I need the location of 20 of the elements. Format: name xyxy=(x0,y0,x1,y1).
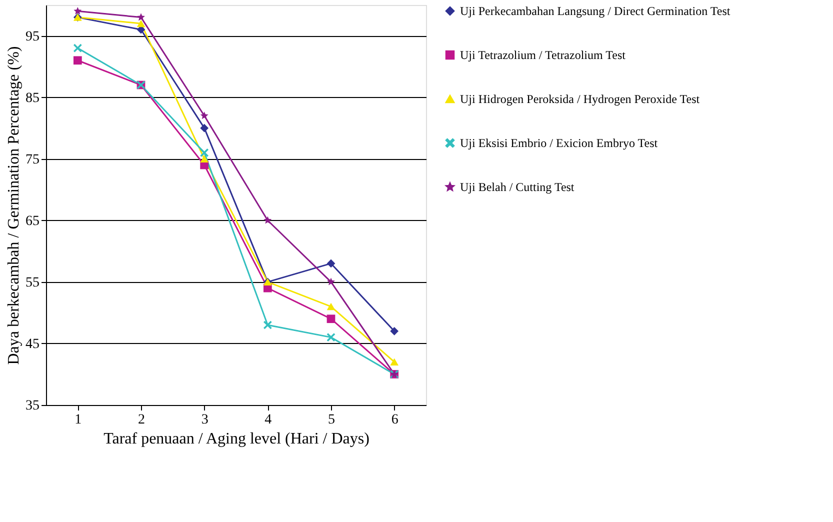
legend-label: Uji Hidrogen Peroksida / Hydrogen Peroxide Test xyxy=(460,92,700,106)
x-tick-label: 4 xyxy=(264,412,272,428)
legend-label: Uji Belah / Cutting Test xyxy=(460,180,575,194)
y-axis-title: Daya berkecambah / Germination Percentage (%) xyxy=(6,46,22,365)
y-tick-label: 35 xyxy=(26,398,40,414)
legend-label: Uji Perkecambahan Langsung / Direct Germination Test xyxy=(460,4,731,18)
y-tick-label: 45 xyxy=(26,336,40,352)
y-tick-label: 95 xyxy=(26,29,40,44)
x-tick-label: 1 xyxy=(74,412,82,428)
y-tick-label: 65 xyxy=(26,214,40,229)
legend-label: Uji Tetrazolium / Tetrazolium Test xyxy=(460,48,626,62)
x-tick-label: 3 xyxy=(201,412,208,428)
x-axis-title: Taraf penuaan / Aging level (Hari / Days) xyxy=(104,430,370,448)
legend-label: Uji Eksisi Embrio / Exicion Embryo Test xyxy=(460,136,658,150)
y-tick-label: 55 xyxy=(26,275,40,290)
x-tick-label: 5 xyxy=(328,412,335,428)
x-tick-label: 6 xyxy=(391,412,398,428)
y-tick-label: 85 xyxy=(26,90,40,106)
x-tick-label: 2 xyxy=(138,412,145,428)
y-tick-label: 75 xyxy=(26,152,40,168)
